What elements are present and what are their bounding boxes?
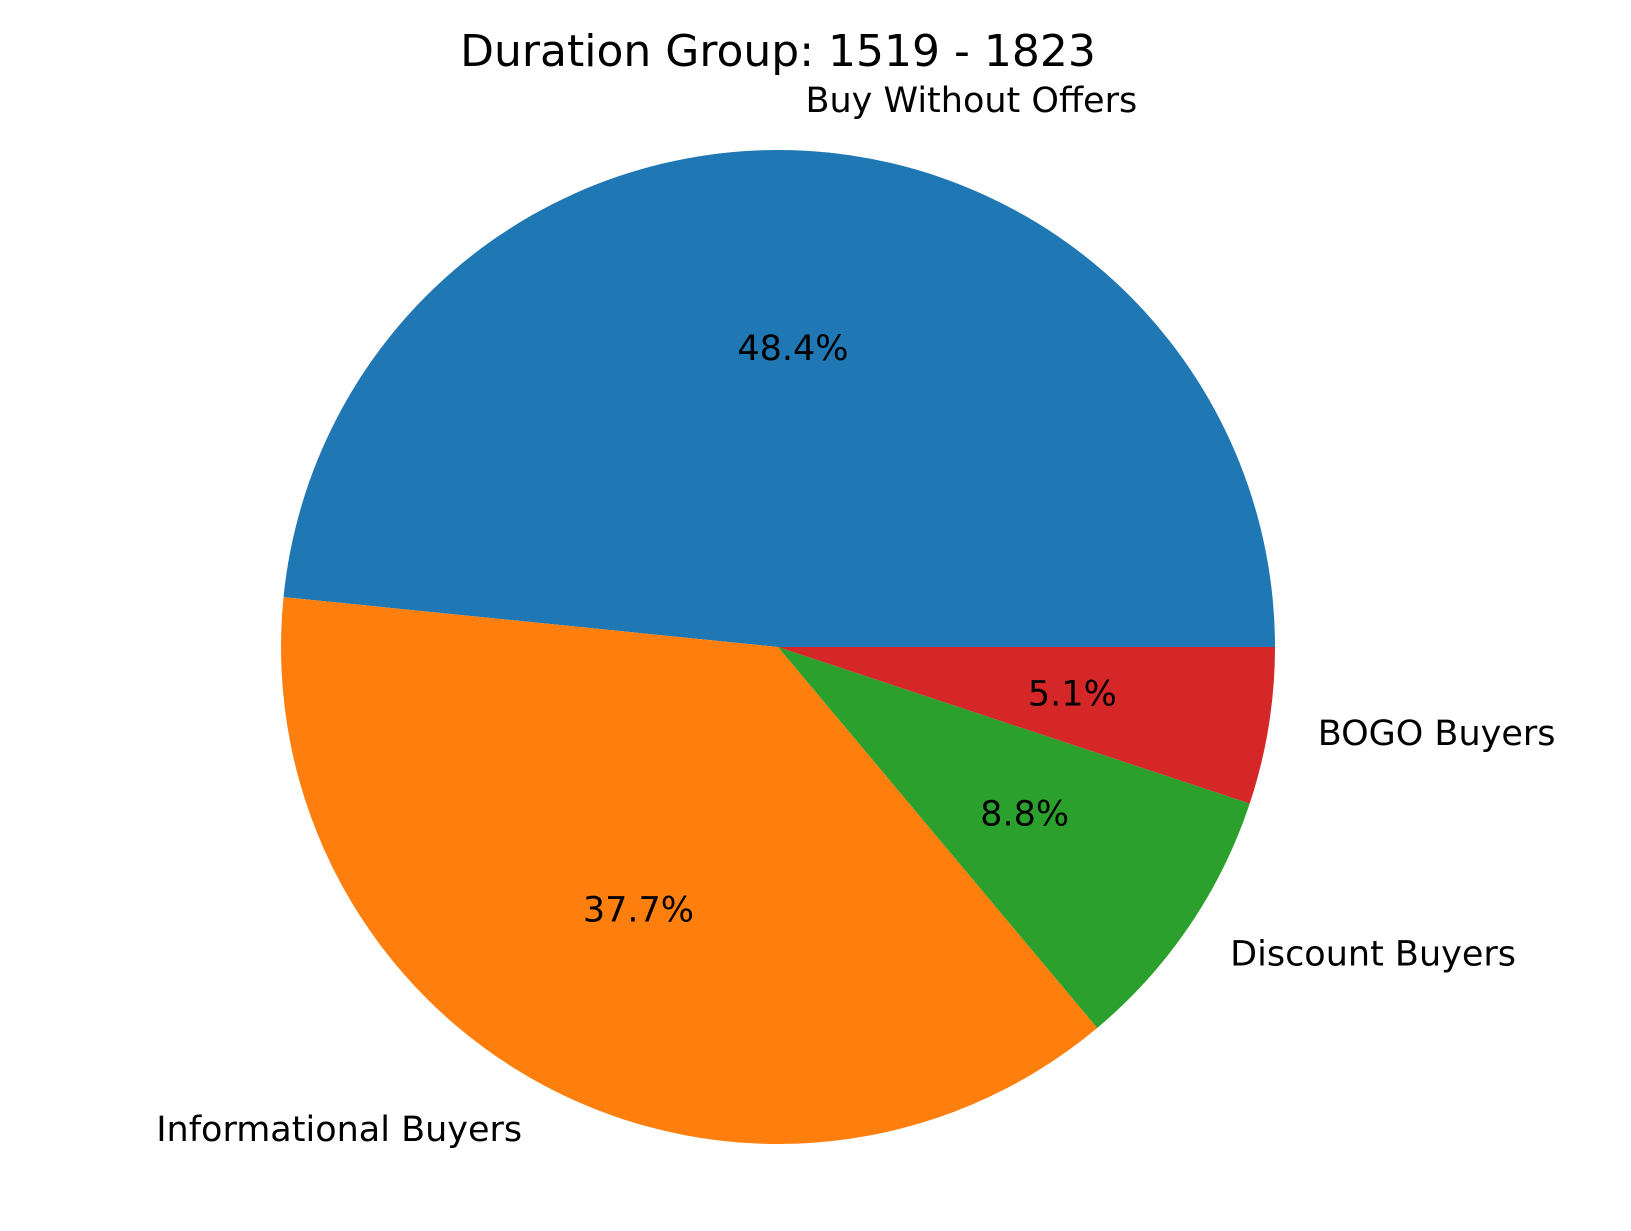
pie-category-label: Buy Without Offers <box>805 81 1137 121</box>
pie-category-label: BOGO Buyers <box>1318 714 1556 754</box>
pie-slice-informational-buyers <box>281 597 1098 1144</box>
pie-slice-bogo-buyers <box>778 647 1275 804</box>
pie-category-label: Discount Buyers <box>1230 934 1516 974</box>
pie-slice-discount-buyers <box>778 647 1250 1028</box>
pie-slices <box>281 150 1275 1144</box>
pie-percent-label: 8.8% <box>980 795 1069 835</box>
pie-labels: 48.4% Buy Without Offers 37.7% Informationa… <box>156 81 1555 1150</box>
pie-category-label: Informational Buyers <box>156 1110 522 1150</box>
chart-title: Duration Group: 1519 - 1823 <box>460 26 1096 77</box>
pie-slice-buy-without-offers <box>283 150 1275 647</box>
pie-percent-label: 48.4% <box>737 329 848 369</box>
pie-percent-label: 5.1% <box>1028 675 1117 715</box>
pie-percent-label: 37.7% <box>583 891 694 931</box>
